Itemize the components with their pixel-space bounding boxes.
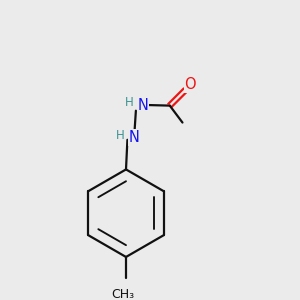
Text: O: O bbox=[184, 77, 196, 92]
Text: N: N bbox=[137, 98, 148, 113]
Text: N: N bbox=[129, 130, 140, 145]
Text: H: H bbox=[116, 129, 124, 142]
Text: H: H bbox=[125, 96, 134, 109]
Text: CH₃: CH₃ bbox=[112, 288, 135, 300]
